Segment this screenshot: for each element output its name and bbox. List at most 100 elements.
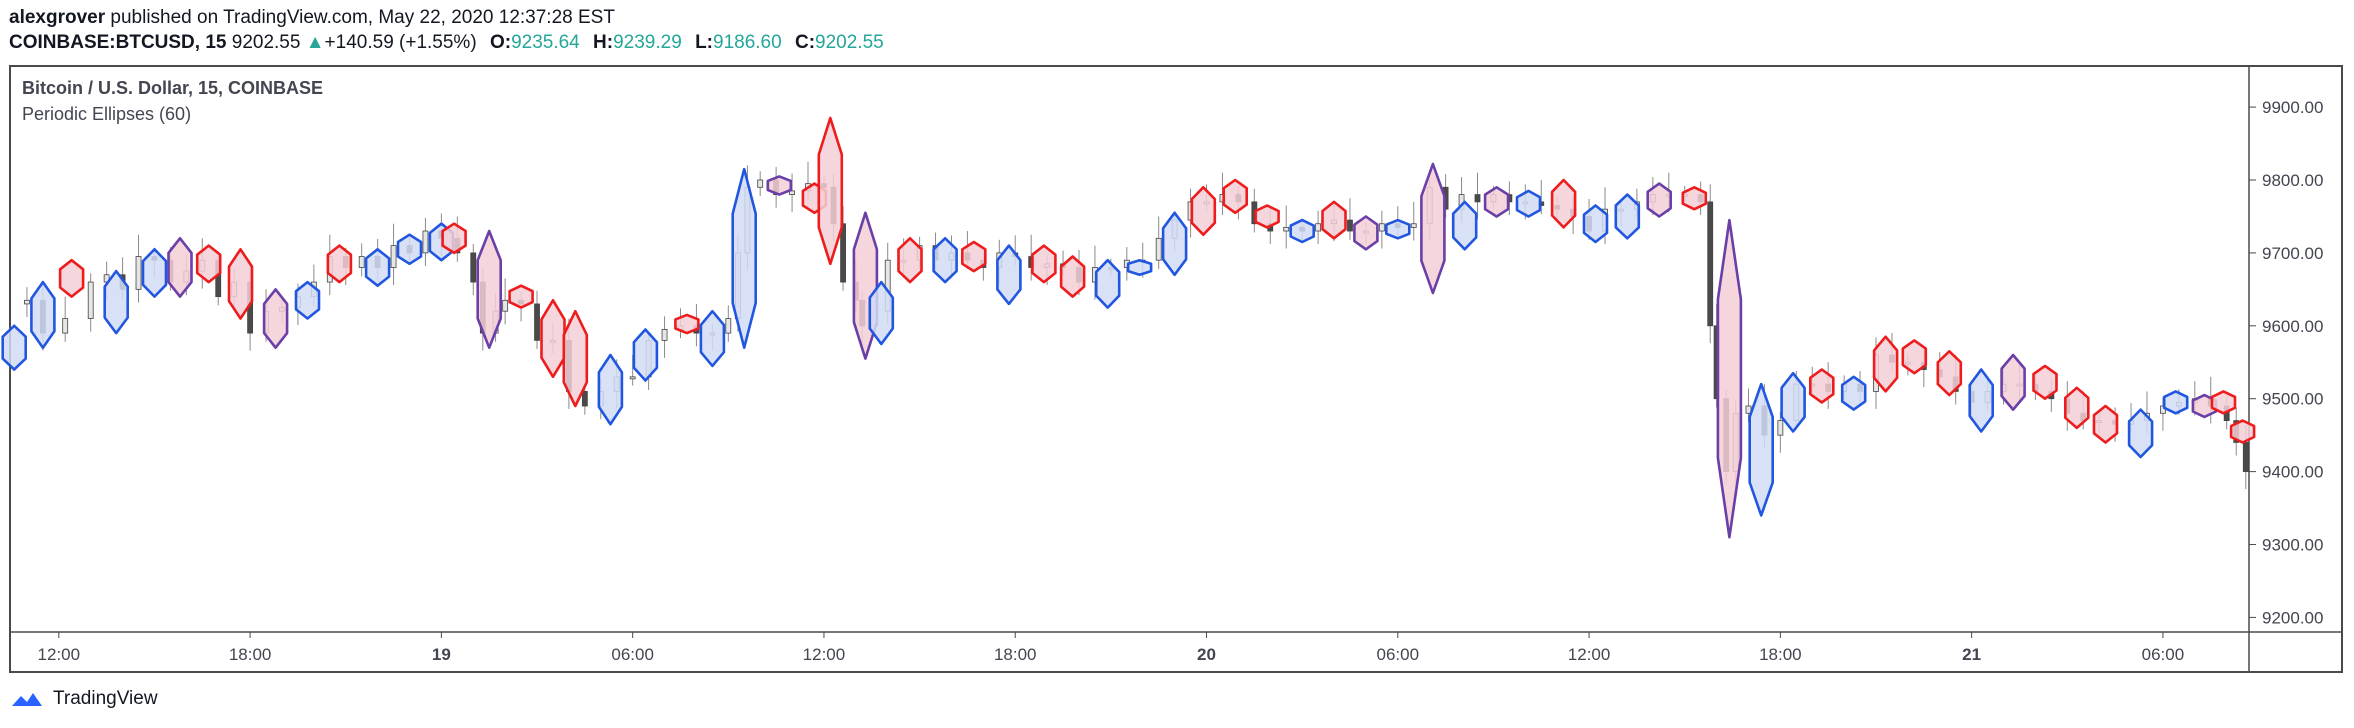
periodic-ellipse-down [2064,386,2090,430]
candle-body [581,391,588,407]
candle-body [87,281,94,319]
x-tick-label: 06:00 [1377,645,1420,664]
last-price: 9202.55 [231,32,301,53]
indicator-legend[interactable]: Periodic Ellipses (60) [22,104,192,124]
periodic-ellipse-down [1872,335,1899,393]
candle-body [725,318,732,334]
candle-body [757,179,764,188]
open-value: 9235.64 [511,32,580,53]
candle-body [1707,201,1714,327]
periodic-ellipse-down [1222,178,1248,215]
y-tick-label: 9300.00 [2262,536,2323,555]
periodic-ellipse-up [868,280,895,346]
periodic-ellipse-down [960,240,987,273]
periodic-ellipse-up [699,309,726,368]
periodic-ellipse-down [562,309,589,408]
periodic-ellipse-down [674,313,700,335]
ohlc-line: COINBASE:BTCUSD, 15 9202.55 ▲+140.59 (+1… [9,30,884,56]
candle-body [1474,194,1481,203]
x-tick-label: 19 [432,645,451,664]
periodic-ellipse-up [1748,382,1774,517]
periodic-ellipse-up [1968,368,1994,433]
periodic-ellipse-up [1161,211,1188,277]
close-label: C: [794,32,816,53]
publish-line: alexgrover published on TradingView.com,… [9,5,615,31]
periodic-ellipse-down [508,284,534,309]
periodic-ellipse-up [103,269,129,335]
periodic-ellipse-up [2127,408,2154,459]
x-tick-label: 21 [1962,645,1981,664]
periodic-ellipse-down [1901,339,1928,375]
y-tick-label: 9500.00 [2262,390,2323,409]
x-tick-label: 18:00 [229,645,272,664]
series-legend[interactable]: Bitcoin / U.S. Dollar, 15, COINBASE [22,78,324,98]
candle-body [1410,223,1417,228]
publish-info: published on TradingView.com, May 22, 20… [110,7,615,28]
brand-name: TradingView [53,688,158,709]
candle-body [1315,223,1321,232]
candle-body [135,256,142,290]
periodic-ellipse-down [2229,419,2256,444]
periodic-ellipse-up [1614,193,1641,240]
periodic-ellipse-up [396,233,423,266]
periodic-ellipse-down [1321,200,1347,240]
periodic-ellipse-up [932,237,958,284]
x-tick-label: 12:00 [803,645,846,664]
periodic-ellipse-down [58,258,85,298]
y-tick-label: 9700.00 [2262,244,2323,263]
periodic-ellipse-down [2092,404,2119,444]
high-label: H: [593,32,614,53]
periodic-ellipse-mixed [852,211,879,360]
periodic-ellipse-up [1451,200,1478,251]
candle-body [534,303,540,341]
candle-body [24,299,30,305]
candle-body [789,190,795,195]
candle-body [1378,223,1385,232]
x-tick-label: 18:00 [1759,645,1802,664]
candle-body [1347,219,1353,232]
x-tick-label: 20 [1197,645,1216,664]
author-name[interactable]: alexgrover [9,7,106,28]
periodic-ellipse-down [1031,244,1057,284]
candle-body [390,245,397,268]
y-tick-label: 9800.00 [2262,171,2323,190]
candle-body [422,230,429,254]
periodic-ellipse-mixed [167,237,193,298]
candle-body [1155,237,1162,261]
periodic-ellipse-down [441,222,467,255]
periodic-ellipse-down [195,244,222,284]
periodic-ellipse-up [1582,204,1609,244]
periodic-ellipse-down [897,237,923,284]
periodic-ellipse-mixed [476,229,503,350]
periodic-ellipse-down [540,298,566,379]
periodic-ellipse-up [141,248,168,298]
periodic-ellipse-down [1809,368,1835,404]
y-tick-label: 9900.00 [2262,98,2323,117]
candle-body [2242,442,2249,473]
periodic-ellipse-mixed [766,175,793,196]
candle-body [470,252,477,283]
periodic-ellipse-up [632,328,659,382]
periodic-ellipse-down [2032,364,2058,401]
footer-brand[interactable]: TradingView [9,688,158,710]
y-tick-label: 9600.00 [2262,317,2323,336]
up-arrow-icon: ▲ [305,32,325,53]
chart-frame[interactable] [9,65,2343,673]
y-tick-label: 9400.00 [2262,463,2323,482]
periodic-ellipse-up [364,248,391,288]
periodic-ellipse-down [817,116,844,266]
periodic-ellipse-mixed [1646,182,1672,218]
periodic-ellipse-up [597,353,624,426]
candle-body [629,376,636,380]
candle-body [1777,420,1784,436]
periodic-ellipse-up [1,324,28,371]
x-tick-label: 18:00 [994,645,1037,664]
periodic-ellipse-up [1126,258,1153,277]
periodic-ellipse-down [227,248,254,320]
tradingview-cloud-icon [12,693,42,706]
candle-body [62,318,69,334]
periodic-ellipse-mixed [262,288,289,350]
x-tick-label: 12:00 [1568,645,1611,664]
x-tick-label: 06:00 [2142,645,2185,664]
